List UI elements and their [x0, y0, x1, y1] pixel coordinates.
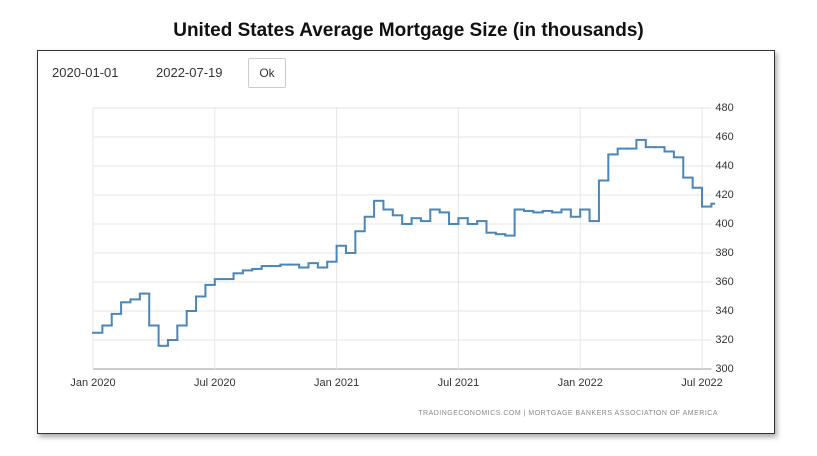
source-note: TRADINGECONOMICS.COM | MORTGAGE BANKERS … [418, 410, 718, 417]
y-tick-label: 440 [715, 160, 733, 172]
y-tick-label: 480 [715, 102, 733, 114]
x-tick-label: Jul 2022 [681, 377, 723, 389]
y-tick-label: 420 [715, 189, 733, 201]
y-tick-label: 460 [715, 131, 733, 143]
x-tick-label: Jan 2020 [70, 377, 115, 389]
y-tick-label: 300 [715, 363, 733, 375]
x-tick-label: Jan 2022 [558, 377, 603, 389]
ok-button[interactable]: Ok [248, 58, 286, 88]
x-tick-label: Jan 2021 [314, 377, 359, 389]
chart-frame [37, 50, 775, 434]
chart-title: United States Average Mortgage Size (in … [173, 20, 644, 41]
x-tick-label: Jul 2020 [194, 377, 236, 389]
x-tick-label: Jul 2021 [438, 377, 480, 389]
y-tick-label: 380 [715, 247, 733, 259]
end-date-input[interactable]: 2022-07-19 [156, 58, 244, 88]
start-date-input[interactable]: 2020-01-01 [52, 58, 140, 88]
y-tick-label: 360 [715, 276, 733, 288]
y-tick-label: 400 [715, 218, 733, 230]
y-tick-label: 320 [715, 334, 733, 346]
y-tick-label: 340 [715, 305, 733, 317]
